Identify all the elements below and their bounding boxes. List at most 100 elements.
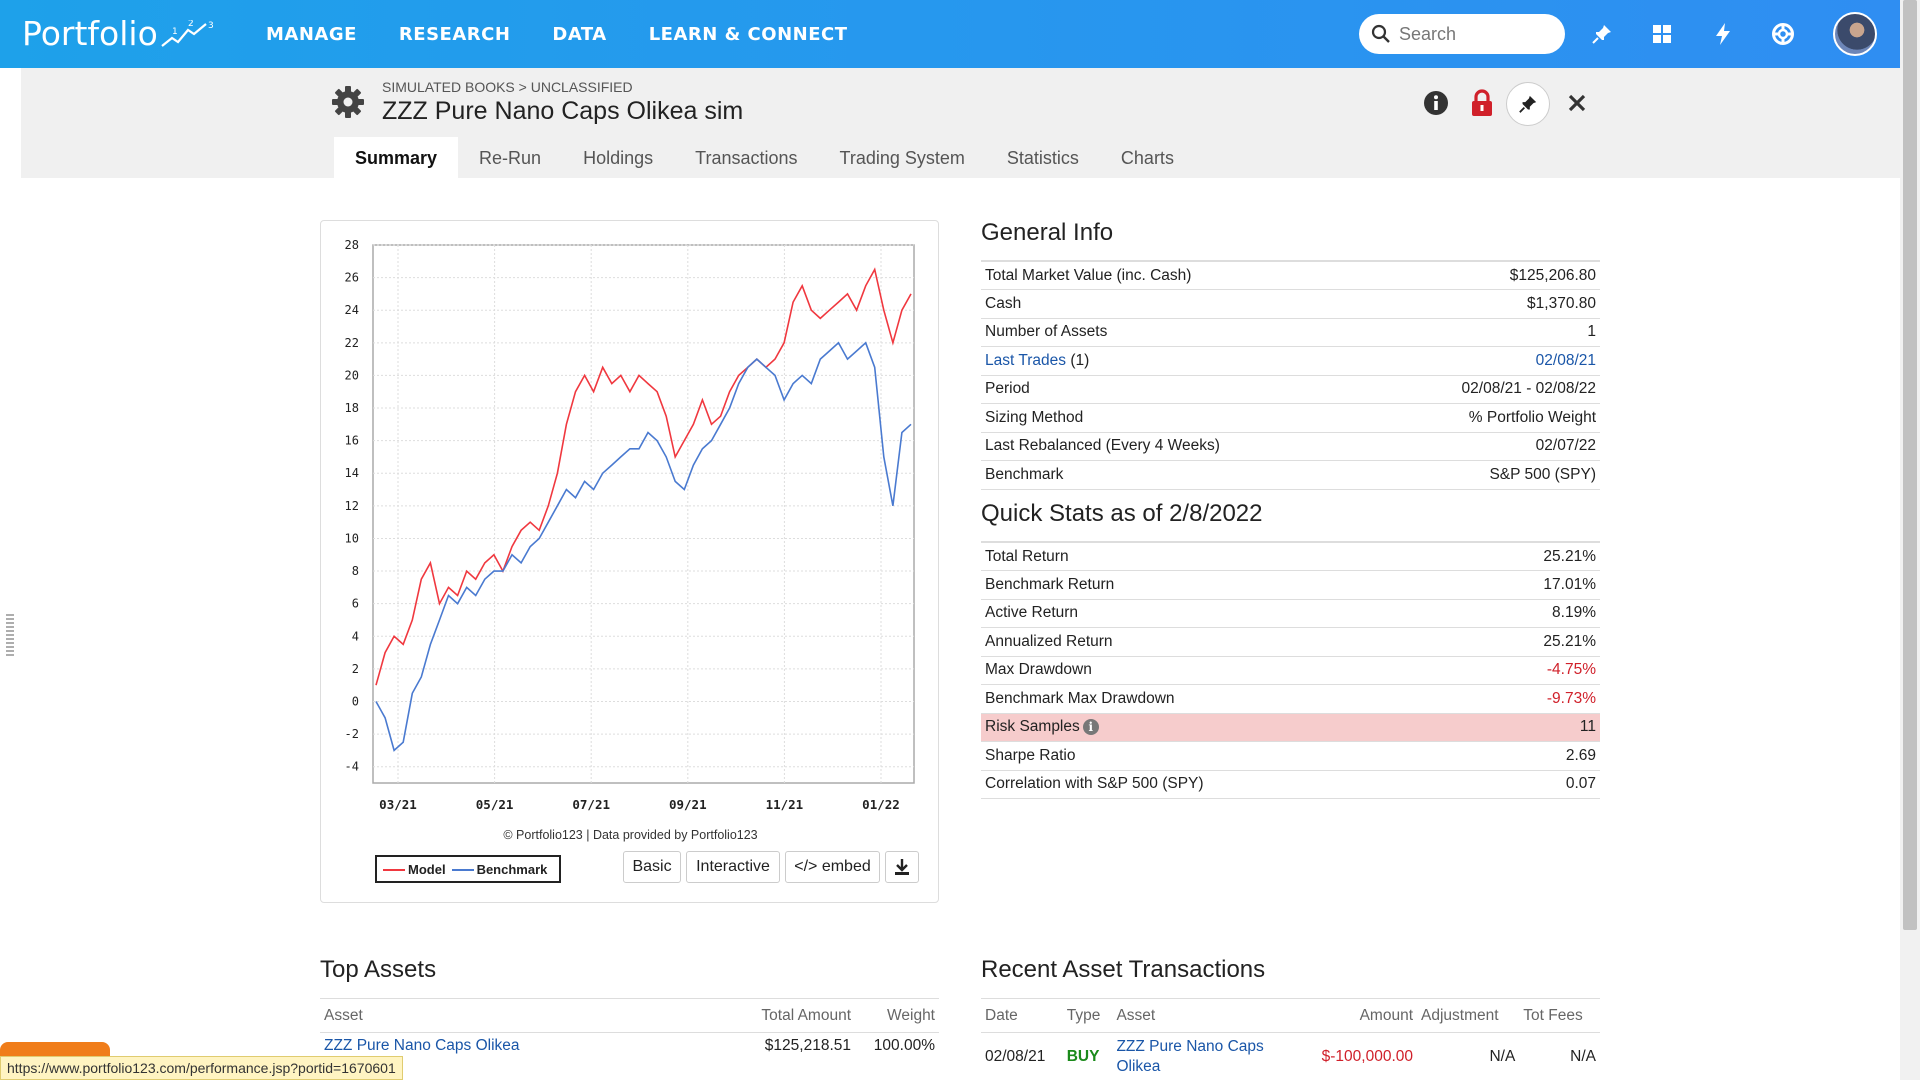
user-avatar[interactable]	[1833, 12, 1877, 56]
col-weight[interactable]: Weight	[855, 999, 939, 1033]
svg-text:1: 1	[172, 27, 178, 37]
general-info-title: General Info	[981, 219, 1113, 247]
risk-samples-info-icon[interactable]: i	[1083, 719, 1099, 735]
tab-holdings[interactable]: Holdings	[562, 137, 674, 179]
download-icon[interactable]	[885, 851, 919, 883]
search-input[interactable]	[1399, 24, 1549, 45]
svg-text:2: 2	[188, 20, 194, 29]
tab-summary[interactable]: Summary	[334, 137, 458, 179]
y-tick-label: 4	[352, 629, 359, 643]
svg-text:3: 3	[208, 21, 214, 31]
col-adjustment[interactable]: Adjustment	[1417, 999, 1519, 1033]
y-tick-label: -4	[345, 760, 359, 774]
y-tick-label: 16	[345, 434, 359, 448]
col-asset[interactable]: Asset	[320, 999, 682, 1033]
y-tick-label: 2	[352, 662, 359, 676]
y-tick-label: 0	[352, 694, 359, 708]
dashboard-grid-icon[interactable]	[1648, 20, 1676, 48]
x-tick-label: 11/21	[766, 797, 804, 812]
lightning-icon[interactable]	[1709, 20, 1737, 48]
pin-page-icon[interactable]	[1506, 82, 1550, 126]
y-tick-label: 24	[345, 303, 359, 317]
legend-model[interactable]: Model	[383, 862, 446, 877]
stat-correlation: Correlation with S&P 500 (SPY)0.07	[981, 770, 1600, 799]
pin-icon[interactable]	[1588, 20, 1616, 48]
y-tick-label: 28	[345, 238, 359, 252]
info-icon[interactable]	[1421, 88, 1451, 118]
nav-research[interactable]: RESEARCH	[399, 24, 510, 45]
portfolio-tabs: Summary Re-Run Holdings Transactions Tra…	[334, 137, 1195, 179]
search-icon	[1371, 24, 1391, 44]
chart-basic-button[interactable]: Basic	[623, 851, 681, 883]
tab-charts[interactable]: Charts	[1100, 137, 1195, 179]
col-tot-fees[interactable]: Tot Fees	[1519, 999, 1600, 1033]
info-row-market-value: Total Market Value (inc. Cash)$125,206.8…	[981, 261, 1600, 290]
nav-data[interactable]: DATA	[552, 24, 606, 45]
y-tick-label: 26	[345, 271, 359, 285]
scrollbar-thumb[interactable]	[1903, 0, 1917, 930]
search-box[interactable]	[1359, 14, 1565, 54]
last-trade-date-link[interactable]: 02/08/21	[1536, 352, 1596, 369]
info-row-last-trades: Last Trades (1)02/08/21	[981, 347, 1600, 376]
y-tick-label: 22	[345, 336, 359, 350]
tab-transactions[interactable]: Transactions	[674, 137, 818, 179]
chart-interactive-button[interactable]: Interactive	[686, 851, 780, 883]
legend-benchmark[interactable]: Benchmark	[452, 862, 548, 877]
tab-rerun[interactable]: Re-Run	[458, 137, 562, 179]
side-drag-handle[interactable]	[6, 614, 14, 656]
settings-gear-icon[interactable]	[330, 84, 366, 120]
quick-stats-title: Quick Stats as of 2/8/2022	[981, 500, 1263, 528]
y-tick-label: 6	[352, 597, 359, 611]
x-tick-label: 01/22	[862, 797, 900, 812]
general-info-table: Total Market Value (inc. Cash)$125,206.8…	[981, 260, 1600, 490]
breadcrumb: SIMULATED BOOKS > UNCLASSIFIED	[382, 79, 633, 95]
logo-graph-icon: 1 2 3	[160, 20, 220, 52]
y-tick-label: 12	[345, 499, 359, 513]
y-tick-label: 18	[345, 401, 359, 415]
stat-max-drawdown: Max Drawdown-4.75%	[981, 656, 1600, 685]
x-tick-label: 09/21	[669, 797, 707, 812]
portfolio123-logo[interactable]: Portfolio 1 2 3	[22, 14, 220, 53]
col-amount[interactable]: Amount	[1298, 999, 1417, 1033]
page-title: ZZZ Pure Nano Caps Olikea sim	[382, 97, 743, 126]
tab-trading-system[interactable]: Trading System	[819, 137, 986, 179]
col-type[interactable]: Type	[1063, 999, 1113, 1033]
asset-link[interactable]: ZZZ Pure Nano Caps Olikea	[324, 1037, 520, 1054]
help-lifebuoy-icon[interactable]	[1769, 20, 1797, 48]
main-nav: MANAGE RESEARCH DATA LEARN & CONNECT	[266, 0, 847, 68]
plot-area	[373, 245, 914, 783]
close-icon[interactable]	[1562, 88, 1592, 118]
stat-benchmark-max-drawdown: Benchmark Max Drawdown-9.73%	[981, 685, 1600, 714]
chart-embed-button[interactable]: </> embed	[785, 851, 880, 883]
chart-legend: Model Benchmark	[375, 855, 561, 883]
info-row-cash: Cash$1,370.80	[981, 290, 1600, 319]
last-trades-link[interactable]: Last Trades	[985, 352, 1066, 369]
col-date[interactable]: Date	[981, 999, 1063, 1033]
col-tx-asset[interactable]: Asset	[1112, 999, 1298, 1033]
lock-icon[interactable]	[1467, 88, 1497, 118]
nav-learn-connect[interactable]: LEARN & CONNECT	[649, 24, 848, 45]
recent-transactions-table: Date Type Asset Amount Adjustment Tot Fe…	[981, 998, 1600, 1081]
info-row-rebalanced: Last Rebalanced (Every 4 Weeks)02/07/22	[981, 432, 1600, 461]
top-navbar: Portfolio 1 2 3 MANAGE RESEARCH DATA LEA…	[0, 0, 1900, 68]
nav-manage[interactable]: MANAGE	[266, 24, 357, 45]
tab-statistics[interactable]: Statistics	[986, 137, 1100, 179]
x-tick-label: 05/21	[476, 797, 514, 812]
chart-copyright: © Portfolio123 | Data provided by Portfo…	[321, 828, 940, 842]
y-tick-label: -2	[345, 727, 359, 741]
col-total-amount[interactable]: Total Amount	[682, 999, 855, 1033]
y-tick-label: 20	[345, 368, 359, 382]
page-scrollbar[interactable]	[1900, 0, 1920, 1080]
